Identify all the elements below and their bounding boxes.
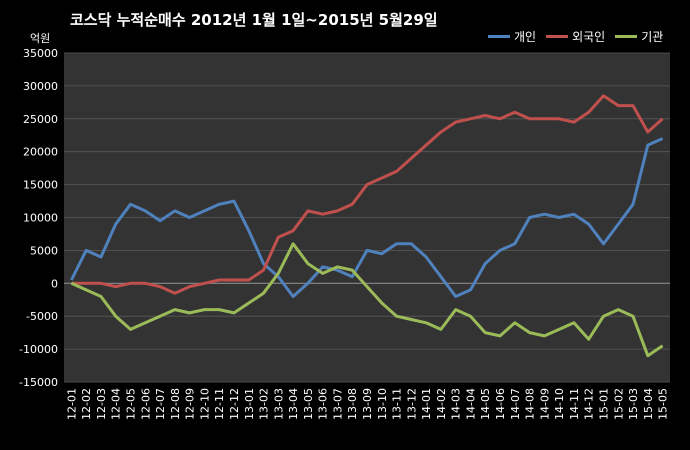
x-tick-label: 14-09: [538, 388, 551, 420]
legend-label-institution: 기관: [641, 30, 664, 44]
x-tick-label: 13-09: [361, 388, 374, 420]
y-tick-label: 10000: [23, 212, 58, 225]
x-tick-label: 12-04: [110, 388, 123, 420]
x-tick-label: 12-11: [213, 388, 226, 420]
x-tick-label: 14-07: [509, 388, 522, 420]
chart-title: 코스닥 누적순매수 2012년 1월 1일~2015년 5월29일: [70, 11, 438, 29]
legend-label-individual: 개인: [514, 30, 537, 44]
series-lines: [70, 94, 664, 358]
x-tick-label: 14-06: [494, 388, 507, 420]
y-tick-label: 35000: [23, 47, 58, 60]
legend-label-foreign: 외국인: [572, 30, 606, 44]
x-tick-label: 12-10: [198, 388, 211, 420]
legend: 개인 외국인 기관: [488, 28, 663, 45]
y-tick-label: -15000: [19, 376, 58, 389]
legend-item-individual: 개인: [488, 28, 536, 45]
y-tick-label: 25000: [23, 113, 58, 126]
x-tick-label: 14-10: [553, 388, 566, 420]
x-tick-label: 15-03: [627, 388, 640, 420]
x-tick-label: 12-08: [169, 388, 182, 420]
x-tick-label: 15-04: [642, 388, 655, 420]
series-line-institution: [70, 242, 664, 358]
x-tick-label: 12-01: [65, 388, 78, 420]
legend-swatch-institution: [615, 35, 638, 38]
x-tick-label: 13-03: [272, 388, 285, 420]
y-axis-unit: 억원: [30, 32, 51, 45]
x-tick-label: 14-11: [568, 388, 581, 420]
legend-item-foreign: 외국인: [546, 28, 605, 45]
x-tick-label: 15-05: [657, 388, 670, 420]
x-tick-label: 14-03: [450, 388, 463, 420]
x-tick-label: 13-06: [317, 388, 330, 420]
x-tick-label: 12-06: [139, 388, 152, 420]
x-tick-label: 12-02: [80, 388, 93, 420]
x-tick-label: 14-08: [524, 388, 537, 420]
x-tick-label: 13-12: [405, 388, 418, 420]
x-tick-label: 14-02: [435, 388, 448, 420]
legend-item-institution: 기관: [615, 28, 663, 45]
y-tick-label: 30000: [23, 80, 58, 93]
x-tick-label: 12-05: [125, 388, 138, 420]
x-tick-label: 13-05: [302, 388, 315, 420]
y-tick-label: 5000: [30, 244, 58, 257]
x-tick-label: 13-07: [331, 388, 344, 420]
x-tick-label: 15-01: [597, 388, 610, 420]
x-tick-label: 15-02: [612, 388, 625, 420]
y-axis-ticks: -15000 -10000 -5000 0 5000 10000 15000 20000 250…: [19, 47, 58, 389]
series-line-foreign: [71, 94, 664, 295]
x-tick-label: 13-01: [243, 388, 256, 420]
y-tick-label: 0: [51, 277, 58, 290]
legend-swatch-foreign: [546, 35, 569, 38]
series-line-individual: [70, 137, 664, 298]
x-tick-label: 12-09: [184, 388, 197, 420]
x-tick-label: 13-10: [376, 388, 389, 420]
x-tick-label: 14-05: [479, 388, 492, 420]
x-tick-label: 12-03: [95, 388, 108, 420]
x-tick-label: 14-04: [464, 388, 477, 420]
x-tick-label: 13-04: [287, 388, 300, 420]
x-tick-label: 14-01: [420, 388, 433, 420]
legend-swatch-individual: [488, 35, 510, 38]
y-tick-label: -10000: [19, 343, 58, 356]
y-tick-label: 15000: [23, 179, 58, 192]
x-tick-label: 14-12: [583, 388, 596, 420]
x-tick-label: 12-07: [154, 388, 167, 420]
y-tick-label: -5000: [26, 310, 58, 323]
x-tick-label: 13-11: [391, 388, 404, 420]
y-tick-label: 20000: [23, 146, 58, 159]
x-tick-label: 13-08: [346, 388, 359, 420]
x-tick-label: 13-02: [258, 388, 271, 420]
x-tick-label: 12-12: [228, 388, 241, 420]
x-axis-ticks: 12-01 12-02 12-03 12-04 12-05 12-06 12-07 12-08…: [65, 388, 669, 420]
